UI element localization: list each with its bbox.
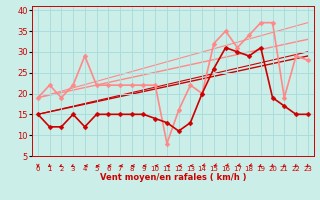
X-axis label: Vent moyen/en rafales ( km/h ): Vent moyen/en rafales ( km/h ): [100, 173, 246, 182]
